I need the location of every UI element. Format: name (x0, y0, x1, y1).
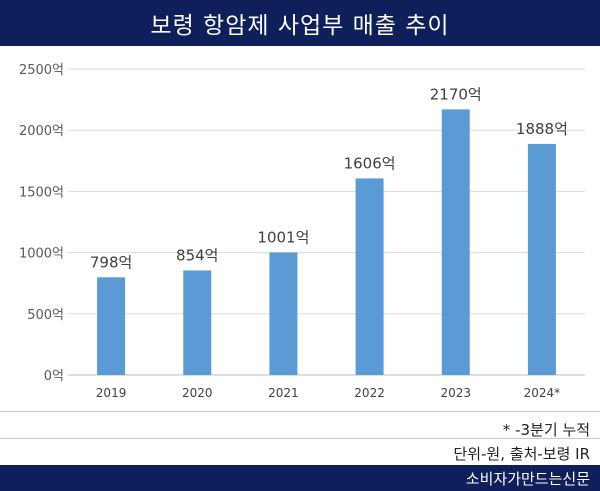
data-label: 1606억 (344, 154, 396, 172)
bar (527, 143, 556, 375)
data-label: 854억 (176, 246, 218, 264)
data-label: 2170억 (430, 85, 482, 103)
bar (355, 178, 384, 375)
data-label: 798억 (90, 253, 132, 271)
data-label: 1001억 (257, 228, 309, 246)
y-tick-label: 1000억 (19, 247, 64, 262)
bar (97, 277, 126, 375)
bar (183, 270, 212, 375)
y-tick-label: 500억 (27, 308, 64, 323)
x-tick-label: 2019 (96, 386, 127, 400)
y-tick-label: 0억 (44, 369, 64, 384)
y-tick-label: 1500억 (19, 185, 64, 200)
bar (269, 252, 298, 375)
publisher-brand: 소비자가만드는신문 (465, 469, 590, 488)
divider (0, 411, 600, 412)
x-tick-label: 2023 (440, 386, 471, 400)
x-tick-label: 2024* (524, 386, 561, 400)
footer-bar: 소비자가만드는신문 (0, 465, 600, 491)
cumulative-note: * -3분기 누적 (502, 421, 590, 439)
x-tick-label: 2021 (268, 386, 299, 400)
data-label: 1888억 (516, 120, 568, 138)
chart-title: 보령 항암제 사업부 매출 추이 (150, 13, 450, 39)
bar-chart: 0억 500억 1000억 1500억 2000억 2500억 798억 2019 854억 20… (19, 63, 585, 400)
source-note: 단위-원, 출처-보령 IR (453, 445, 590, 463)
x-tick-label: 2020 (182, 386, 213, 400)
bar (441, 109, 470, 375)
divider (0, 438, 600, 439)
y-tick-label: 2500억 (19, 63, 64, 78)
title-bar: 보령 항암제 사업부 매출 추이 (0, 0, 600, 46)
y-tick-label: 2000억 (19, 124, 64, 139)
x-tick-label: 2022 (354, 386, 385, 400)
